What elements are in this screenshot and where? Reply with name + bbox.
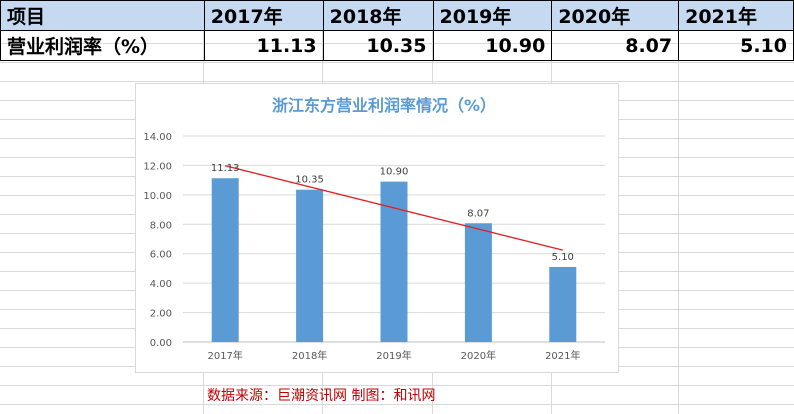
chart-title: 浙江东方营业利润率情况（%） <box>272 96 496 115</box>
table-header-row: 项目 2017年 2018年 2019年 2020年 2021年 <box>0 0 794 31</box>
data-label: 10.90 <box>380 167 409 178</box>
chart-bar <box>464 223 492 342</box>
bar-chart: 浙江东方营业利润率情况（%） 0.00 2.00 4.00 6.00 8.00 10.00… <box>143 96 605 362</box>
source-note: 数据来源：巨潮资讯网 制图：和讯网 <box>207 388 436 404</box>
y-tick-label: 0.00 <box>150 338 172 349</box>
table-cell-year[interactable]: 2019年 <box>432 0 553 31</box>
y-tick-label: 2.00 <box>150 309 172 320</box>
data-table: 项目 2017年 2018年 2019年 2020年 2021年 营业利润率（%… <box>0 0 794 61</box>
data-label: 11.13 <box>211 163 240 174</box>
table-cell-year[interactable]: 2020年 <box>551 0 680 31</box>
column-divider <box>678 0 679 414</box>
x-tick-label: 2020年 <box>461 349 496 362</box>
chart-trendline-group <box>225 165 563 251</box>
y-tick-label: 10.00 <box>143 191 172 202</box>
y-tick-label: 12.00 <box>143 161 172 172</box>
table-cell-header-label[interactable]: 项目 <box>0 0 205 31</box>
chart-bar <box>296 189 324 342</box>
y-tick-label: 8.00 <box>150 220 172 231</box>
table-cell-value[interactable]: 11.13 <box>203 30 324 61</box>
chart-bar <box>211 178 239 342</box>
data-label: 5.10 <box>552 252 574 263</box>
x-axis-ticks: 2017年 2018年 2019年 2020年 2021年 <box>207 349 580 362</box>
table-row: 营业利润率（%） 11.13 10.35 10.90 8.07 5.10 <box>0 30 794 61</box>
y-axis-ticks: 0.00 2.00 4.00 6.00 8.00 10.00 12.00 14.00 <box>143 132 172 349</box>
table-cell-value[interactable]: 10.90 <box>432 30 553 61</box>
x-tick-label: 2019年 <box>376 349 411 362</box>
trendline <box>225 165 563 251</box>
chart-data-labels: 11.13 10.35 10.90 8.07 5.10 <box>211 163 574 263</box>
y-tick-label: 6.00 <box>150 250 172 261</box>
table-cell-value[interactable]: 8.07 <box>551 30 680 61</box>
x-tick-label: 2018年 <box>292 349 327 362</box>
table-cell-row-label[interactable]: 营业利润率（%） <box>0 30 205 61</box>
x-tick-label: 2021年 <box>545 349 580 362</box>
y-tick-label: 4.00 <box>150 279 172 290</box>
table-cell-year[interactable]: 2021年 <box>678 0 794 31</box>
y-tick-label: 14.00 <box>143 132 172 143</box>
chart-container[interactable]: 浙江东方营业利润率情况（%） 0.00 2.00 4.00 6.00 8.00 10.00… <box>135 83 619 373</box>
table-cell-year[interactable]: 2017年 <box>203 0 324 31</box>
table-cell-year[interactable]: 2018年 <box>322 0 434 31</box>
chart-bar <box>549 266 577 342</box>
chart-bars <box>211 178 577 342</box>
data-label: 8.07 <box>467 208 489 219</box>
table-cell-value[interactable]: 5.10 <box>678 30 794 61</box>
x-tick-label: 2017年 <box>207 349 242 362</box>
table-cell-value[interactable]: 10.35 <box>322 30 434 61</box>
data-label: 10.35 <box>295 175 324 186</box>
